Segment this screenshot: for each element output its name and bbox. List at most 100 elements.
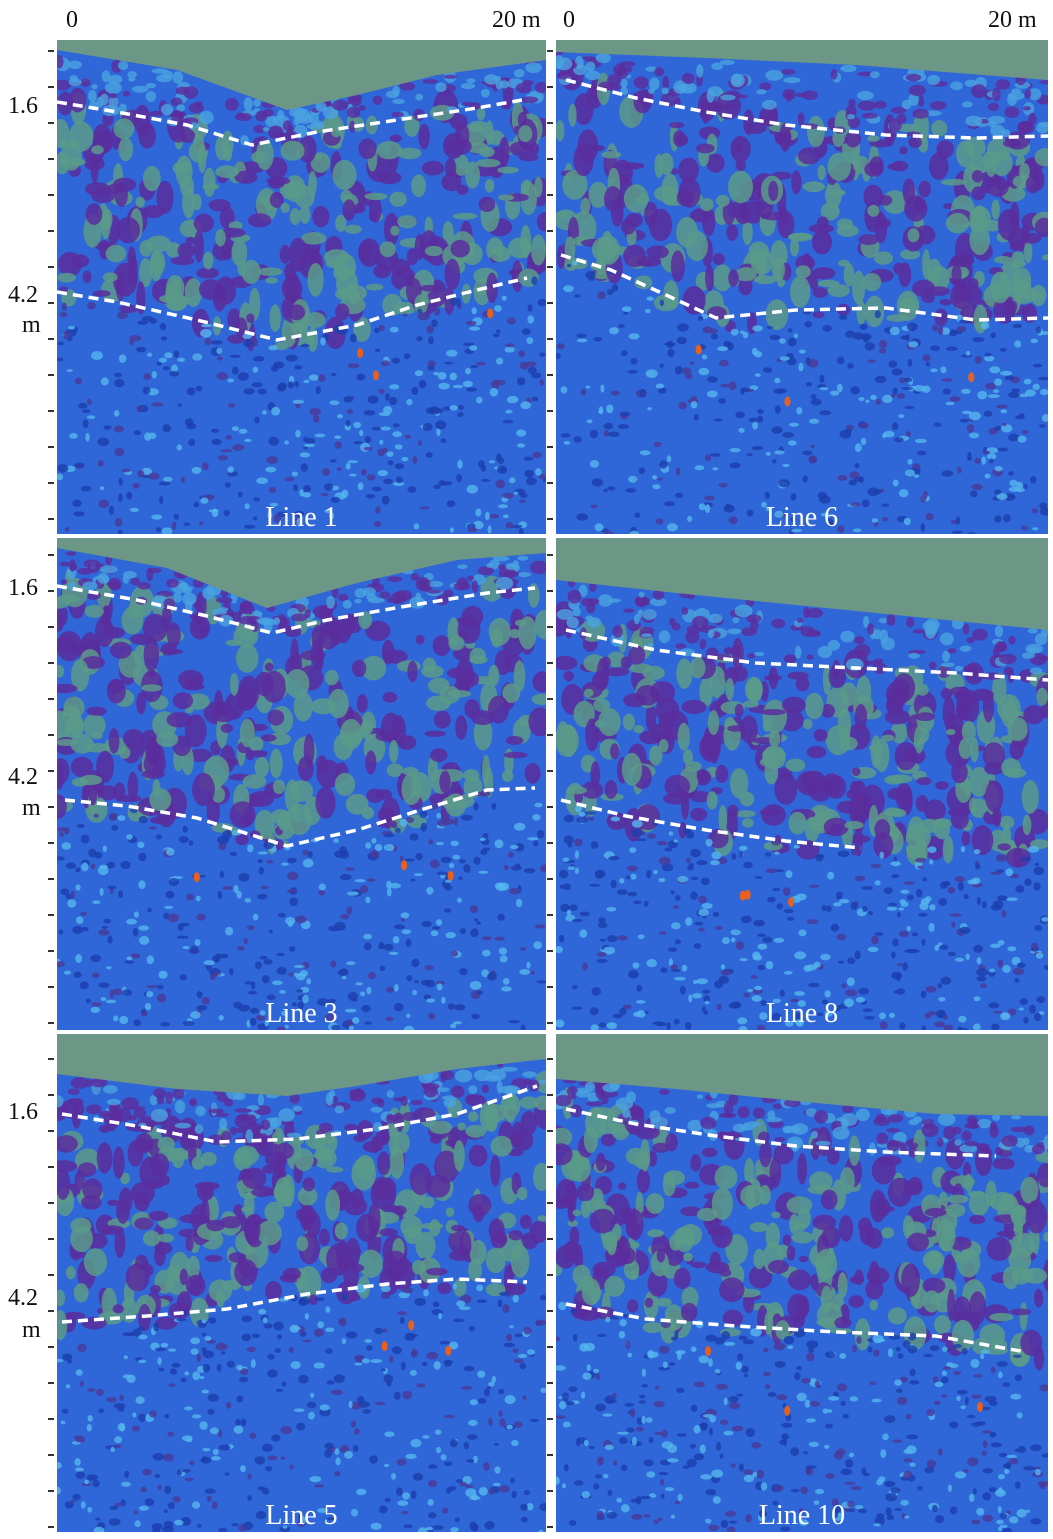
anomaly-spot (381, 1341, 388, 1352)
texture-blobs (556, 576, 1048, 1030)
tick-mark (48, 1274, 54, 1276)
tick-mark (48, 1526, 54, 1528)
x-axis-end-right: 20 m (988, 7, 1037, 33)
tick-mark (48, 194, 54, 196)
tick-mark (547, 1202, 553, 1204)
tick-mark (547, 626, 553, 628)
anomaly-spot (447, 870, 454, 881)
air-region (57, 40, 546, 110)
tick-mark (547, 482, 553, 484)
upper-layer-boundary (565, 78, 1048, 140)
lower-layer-boundary (61, 1277, 528, 1324)
radargram-panel-line-6: Line 6 (556, 40, 1048, 534)
tick-mark (48, 878, 54, 880)
tick-mark (547, 842, 553, 844)
panel-label: Line 6 (765, 502, 839, 533)
y-axis-unit-row1: m (22, 312, 41, 338)
left-axis-ticks (48, 40, 56, 1535)
upper-layer-boundary (565, 628, 1048, 682)
tick-mark (547, 734, 553, 736)
tick-mark (48, 554, 54, 556)
tick-mark (547, 302, 553, 304)
tick-mark (547, 986, 553, 988)
tick-mark (48, 518, 54, 520)
tick-mark (48, 1094, 54, 1096)
panel-label: Line 5 (265, 1500, 338, 1531)
tick-mark (547, 1022, 553, 1024)
tick-mark (48, 338, 54, 340)
air-region (57, 538, 546, 608)
tick-mark (48, 1310, 54, 1312)
anomaly-spot (705, 1346, 711, 1356)
tick-mark (48, 1418, 54, 1420)
tick-mark (48, 1202, 54, 1204)
anomaly-spot (487, 308, 494, 319)
tick-mark (48, 374, 54, 376)
anomaly-spot (408, 1320, 415, 1331)
anomaly-spot (695, 344, 702, 355)
x-axis-start-left: 0 (66, 7, 78, 33)
tick-mark (48, 1238, 54, 1240)
tick-mark (547, 914, 553, 916)
tick-mark (48, 86, 54, 88)
anomaly-spot (784, 396, 791, 407)
radargram-image (57, 40, 546, 534)
x-axis-start-right: 0 (563, 7, 575, 33)
tick-mark (48, 266, 54, 268)
texture-blobs (556, 1077, 1048, 1532)
tick-mark (48, 1346, 54, 1348)
tick-mark (547, 446, 553, 448)
tick-mark (547, 1310, 553, 1312)
panel-label: Line 3 (265, 998, 338, 1029)
tick-mark (547, 590, 553, 592)
y-axis-upper-label-row2: 1.6 (8, 575, 38, 601)
tick-mark (547, 266, 553, 268)
lower-layer-boundary (565, 1302, 1027, 1354)
tick-mark (547, 1454, 553, 1456)
tick-mark (547, 1490, 553, 1492)
tick-mark (547, 1130, 553, 1132)
tick-mark (547, 1166, 553, 1168)
tick-mark (48, 1454, 54, 1456)
lower-layer-boundary (64, 786, 536, 848)
upper-layer-boundary (57, 584, 536, 635)
tick-mark (48, 302, 54, 304)
y-axis-unit-row2: m (22, 795, 41, 821)
texture-blobs (57, 1062, 546, 1532)
tick-mark (48, 230, 54, 232)
tick-mark (547, 1346, 553, 1348)
anomaly-spot (788, 897, 795, 907)
panel-label: Line 1 (265, 502, 338, 533)
anomaly-spot (193, 872, 200, 883)
anomaly-spot (445, 1345, 452, 1356)
air-region (556, 1034, 1048, 1116)
y-axis-lower-label-row2: 4.2 (8, 764, 38, 790)
tick-mark (547, 1058, 553, 1060)
y-axis-lower-label-row1: 4.2 (8, 282, 38, 308)
tick-mark (547, 410, 553, 412)
air-region (556, 538, 1048, 630)
tick-mark (48, 698, 54, 700)
tick-mark (547, 878, 553, 880)
tick-mark (547, 1418, 553, 1420)
anomaly-spot (977, 1401, 983, 1412)
tick-mark (48, 446, 54, 448)
texture-blobs (57, 551, 546, 1030)
tick-mark (547, 1094, 553, 1096)
air-region (57, 1034, 546, 1096)
anomaly-spot (357, 348, 364, 358)
panel-label: Line 10 (758, 1500, 846, 1531)
tick-mark (48, 1130, 54, 1132)
tick-mark (48, 482, 54, 484)
tick-mark (547, 338, 553, 340)
lower-layer-boundary (57, 276, 528, 342)
upper-layer-boundary (57, 98, 523, 147)
anomaly-spot (968, 372, 975, 383)
tick-mark (48, 734, 54, 736)
anomaly-spot (744, 889, 751, 900)
tick-mark (48, 50, 54, 52)
anomaly-spot (372, 370, 379, 381)
tick-mark (547, 50, 553, 52)
tick-mark (48, 806, 54, 808)
anomaly-spot (739, 890, 746, 901)
